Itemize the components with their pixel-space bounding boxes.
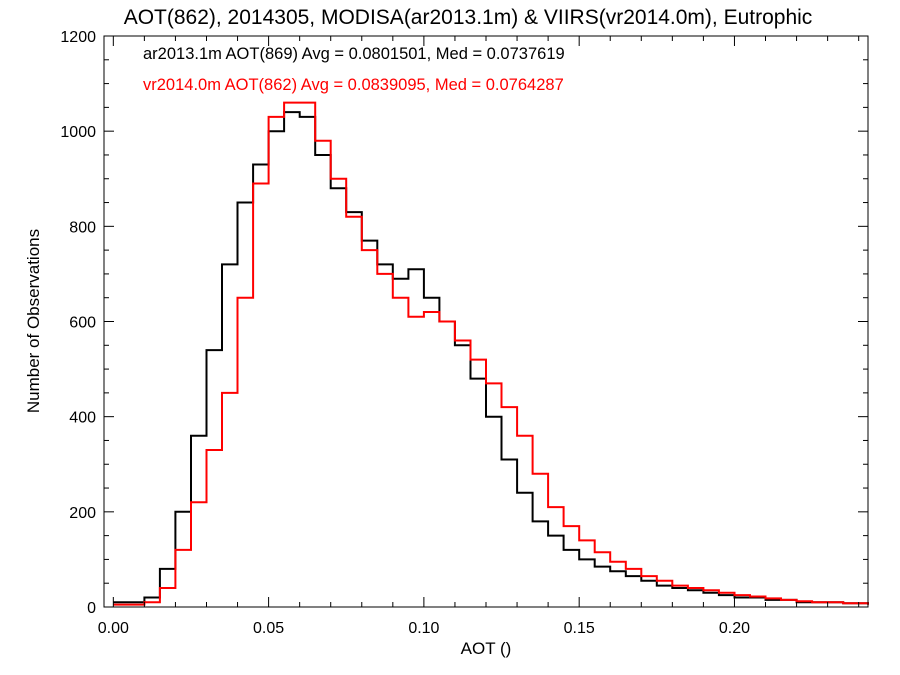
stats-annotation-modis: ar2013.1m AOT(869) Avg = 0.0801501, Med …	[143, 45, 565, 63]
series-line-1	[113, 101, 869, 606]
stats-annotation-viirs: vr2014.0m AOT(862) Avg = 0.0839095, Med …	[143, 76, 564, 94]
x-tick-label: 0.20	[719, 620, 750, 637]
series-line-0	[113, 111, 869, 605]
x-tick-label: 0.00	[98, 620, 129, 637]
y-tick-label: 1000	[60, 124, 96, 141]
plot-frame	[103, 35, 869, 608]
y-axis-label: Number of Observations	[24, 229, 43, 413]
y-tick-label: 600	[69, 315, 96, 332]
x-tick-label: 0.10	[408, 620, 439, 637]
y-axis: 0 200 400 600 800 1000 1200	[60, 29, 868, 617]
y-tick-label: 1200	[60, 29, 96, 46]
x-axis-label: AOT ()	[461, 639, 512, 658]
x-axis: 0.00 0.05 0.10 0.15 0.20	[98, 36, 860, 637]
y-tick-label: 0	[87, 600, 96, 617]
y-tick-label: 800	[69, 219, 96, 236]
x-tick-label: 0.15	[564, 620, 595, 637]
x-tick-label: 0.05	[253, 620, 284, 637]
chart-title: AOT(862), 2014305, MODISA(ar2013.1m) & V…	[124, 6, 813, 29]
y-tick-label: 200	[69, 505, 96, 522]
y-tick-label: 400	[69, 410, 96, 427]
series-layer	[113, 101, 869, 606]
